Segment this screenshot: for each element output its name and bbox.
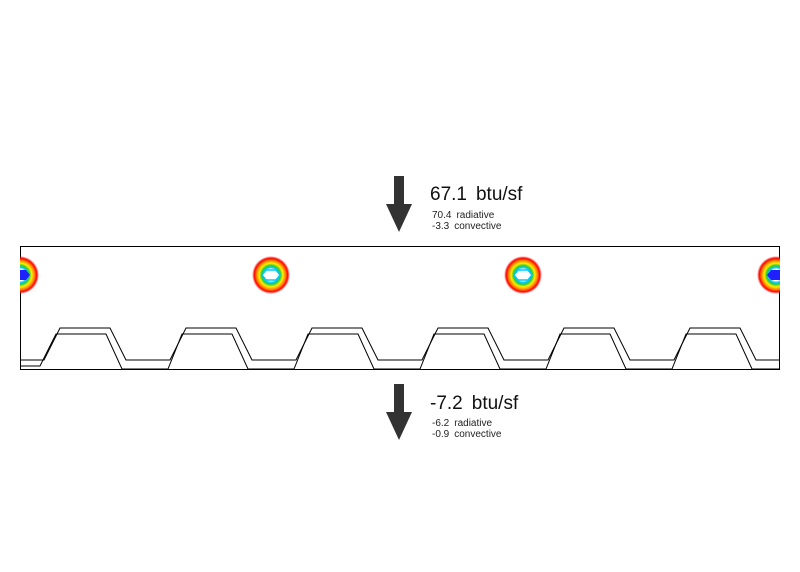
hotspot-cores bbox=[20, 269, 780, 281]
bottom-total-flux: -7.2 btu/sf bbox=[430, 393, 518, 415]
top-total-value: 67.1 bbox=[430, 184, 467, 205]
top-flux-unit: btu/sf bbox=[475, 184, 523, 205]
deck-top-line bbox=[20, 327, 780, 361]
bottom-convective-label: convective bbox=[454, 429, 502, 440]
top-total-flux: 67.1 btu/sf bbox=[430, 184, 522, 206]
top-radiative-value: 70.4 bbox=[432, 210, 452, 221]
bottom-convective-value: -0.9 bbox=[432, 429, 450, 440]
top-convective-line: -3.3 convective bbox=[432, 221, 501, 232]
down-arrow-icon bbox=[386, 384, 412, 440]
top-radiative-line: 70.4 radiative bbox=[432, 210, 494, 221]
fastener-core bbox=[20, 270, 30, 280]
bottom-radiative-label: radiative bbox=[454, 418, 493, 429]
fastener-core bbox=[261, 269, 281, 281]
top-convective-label: convective bbox=[454, 221, 502, 232]
hotspots bbox=[20, 256, 780, 294]
fastener-core bbox=[513, 269, 533, 281]
bottom-convective-line: -0.9 convective bbox=[432, 429, 501, 440]
bottom-flux-unit: btu/sf bbox=[471, 393, 519, 414]
deck-bottom-line bbox=[20, 333, 780, 370]
bottom-radiative-value: -6.2 bbox=[432, 418, 450, 429]
fastener-core bbox=[767, 270, 780, 280]
top-radiative-label: radiative bbox=[456, 210, 495, 221]
panel-outline bbox=[20, 246, 780, 370]
corrugated-deck bbox=[20, 327, 780, 370]
down-arrow-icon bbox=[386, 176, 412, 232]
top-convective-value: -3.3 bbox=[432, 221, 450, 232]
bottom-total-value: -7.2 bbox=[430, 393, 463, 414]
bottom-radiative-line: -6.2 radiative bbox=[432, 418, 492, 429]
